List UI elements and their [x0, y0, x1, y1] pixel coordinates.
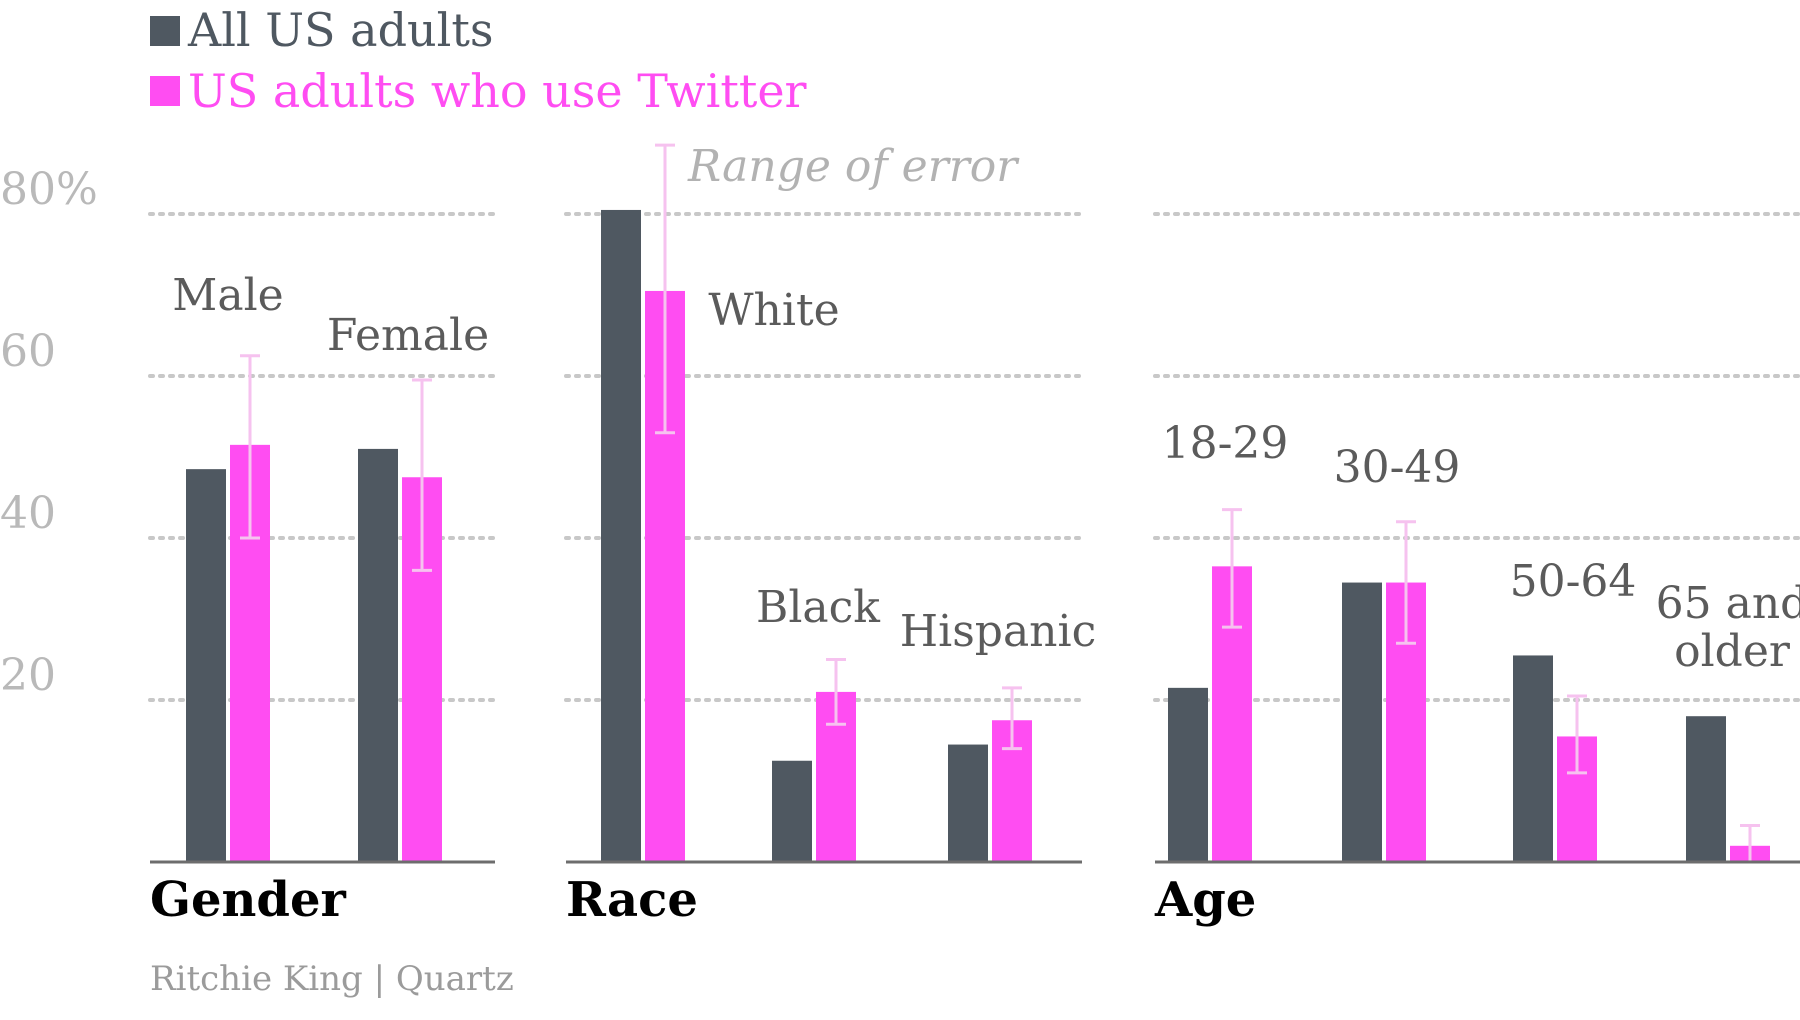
- bar-all-adults-black: [772, 760, 812, 862]
- bar-groups: Male Female Gender White Black Hispanic Race 18…: [150, 143, 1800, 928]
- error-bar-male: [240, 354, 260, 540]
- error-bar-50-64: [1567, 694, 1587, 775]
- bar-all-adults-female: [358, 448, 398, 862]
- legend-label-all-adults: All US adults: [187, 3, 493, 57]
- error-bar-hispanic: [1002, 686, 1022, 751]
- y-tick-label-40: 40: [0, 488, 56, 539]
- category-label-male: Male: [172, 270, 283, 321]
- group-title-gender: Gender: [150, 872, 347, 928]
- group-age: 18-29 30-49 50-64 65 and older Age: [1154, 418, 1800, 928]
- bar-all-adults-hispanic: [948, 744, 988, 862]
- group-title-race: Race: [566, 872, 698, 928]
- category-label-50-64: 50-64: [1510, 556, 1637, 607]
- bar-all-adults-50-64: [1513, 655, 1553, 862]
- bar-all-adults-30-49: [1342, 582, 1382, 862]
- category-label-30-49: 30-49: [1334, 442, 1461, 493]
- category-label-black: Black: [756, 582, 880, 633]
- category-label-hispanic: Hispanic: [900, 606, 1096, 657]
- legend: All US adults US adults who use Twitter: [150, 3, 807, 118]
- legend-swatch-all-adults: [150, 16, 180, 46]
- y-tick-label-20: 20: [0, 650, 56, 701]
- bar-all-adults-male: [186, 469, 226, 862]
- error-bar-white: [655, 143, 675, 435]
- bar-all-adults-18-29: [1168, 687, 1208, 862]
- error-bar-black: [826, 658, 846, 726]
- category-label-65-and-older: 65 and older: [1656, 578, 1800, 677]
- legend-swatch-twitter-users: [150, 76, 180, 106]
- group-race: White Black Hispanic Race: [566, 143, 1096, 928]
- group-title-age: Age: [1154, 872, 1256, 928]
- legend-label-twitter-users: US adults who use Twitter: [188, 64, 807, 118]
- y-axis-ticks: 80% 60 40 20: [0, 164, 98, 701]
- source-credit: Ritchie King | Quartz: [150, 959, 514, 999]
- category-label-18-29: 18-29: [1162, 418, 1289, 469]
- category-label-white: White: [708, 285, 839, 336]
- error-bar-18-29: [1222, 508, 1242, 629]
- error-bar-female: [412, 378, 432, 572]
- bar-all-adults-white: [601, 209, 641, 862]
- y-tick-label-80: 80%: [0, 164, 98, 215]
- category-label-female: Female: [327, 310, 489, 361]
- range-of-error-note: Range of error: [687, 141, 1020, 192]
- error-bar-30-49: [1396, 520, 1416, 645]
- y-tick-label-60: 60: [0, 326, 56, 377]
- bar-all-adults-65-and-older: [1686, 716, 1726, 862]
- group-gender: Male Female Gender: [150, 270, 495, 928]
